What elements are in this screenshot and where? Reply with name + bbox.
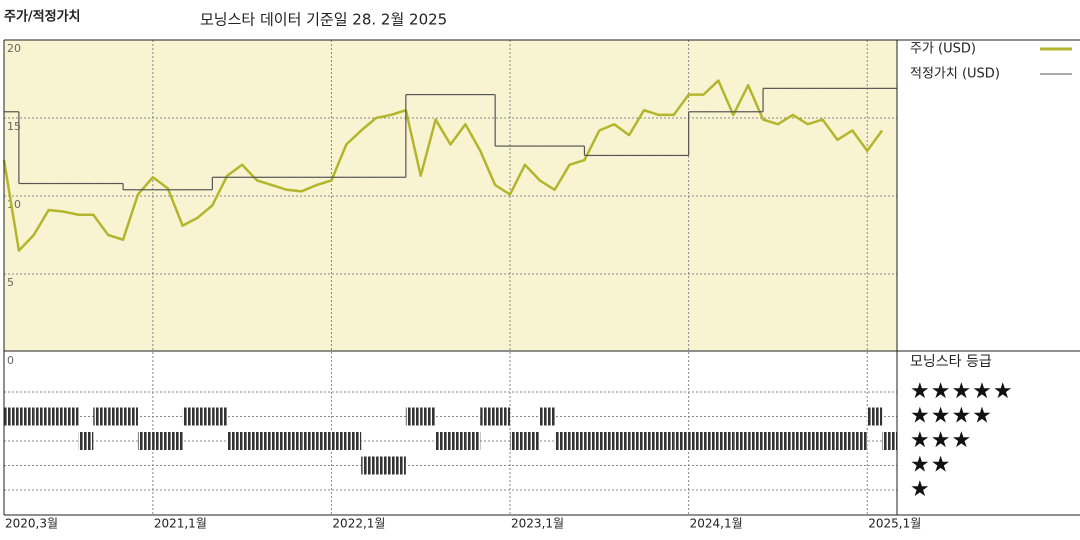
rating-bar xyxy=(4,407,19,426)
rating-bar xyxy=(33,407,49,426)
x-tick-label: 2023,1월 xyxy=(511,517,564,531)
rating-bar xyxy=(123,407,138,426)
rating-bar xyxy=(346,432,362,450)
rating-bar xyxy=(257,432,272,450)
rating-bar xyxy=(93,407,109,426)
rating-bar xyxy=(167,432,183,450)
rating-bar xyxy=(777,432,793,450)
chart-subtitle: 모닝스타 데이터 기준일 28. 2월 2025 xyxy=(200,11,447,29)
rating-label: ★★★ xyxy=(910,428,972,453)
rating-label: ★ xyxy=(910,477,931,502)
rating-bar xyxy=(539,407,555,426)
rating-bar xyxy=(301,432,317,450)
rating-bar xyxy=(271,432,287,450)
rating-bar xyxy=(212,407,228,426)
y-tick-label: 10 xyxy=(7,198,21,211)
rating-bar xyxy=(435,432,451,450)
rating-bar xyxy=(405,407,421,426)
rating-label: ★★ xyxy=(910,453,951,478)
rating-bar xyxy=(524,432,540,450)
rating-bar xyxy=(792,432,808,450)
rating-bar xyxy=(63,407,79,426)
rating-bar xyxy=(18,407,34,426)
rating-bar xyxy=(643,432,659,450)
rating-bar xyxy=(554,432,570,450)
rating-bar xyxy=(465,432,481,450)
x-tick-label: 2025,1월 xyxy=(868,517,921,531)
x-tick-label: 2022,1월 xyxy=(332,517,385,531)
rating-bar xyxy=(673,432,689,450)
rating-bar xyxy=(78,432,94,450)
x-tick-label: 2024,1월 xyxy=(690,517,743,531)
rating-bar xyxy=(331,432,347,450)
rating-bar xyxy=(450,432,466,450)
rating-bar xyxy=(807,432,823,450)
y-tick-label: 5 xyxy=(7,276,14,289)
rating-bar xyxy=(658,432,674,450)
rating-bar xyxy=(480,407,496,426)
rating-bar xyxy=(152,432,168,450)
rating-bar xyxy=(763,432,778,450)
rating-bar xyxy=(227,432,243,450)
rating-bar xyxy=(495,407,511,426)
rating-bar xyxy=(748,432,764,450)
rating-bar xyxy=(837,432,853,450)
rating-bar xyxy=(361,456,377,475)
rating-bar xyxy=(316,432,332,450)
legend-label: 주가 (USD) xyxy=(910,42,976,57)
price-line xyxy=(2,79,884,252)
rating-bar xyxy=(703,432,719,450)
rating-bar xyxy=(718,432,734,450)
rating-bar xyxy=(197,407,213,426)
rating-label: ★★★★ xyxy=(910,404,993,429)
y-tick-label: 0 xyxy=(7,354,14,367)
y-tick-label: 15 xyxy=(7,120,21,133)
rating-bar xyxy=(614,432,630,450)
panel-title: 모닝스타 등급 xyxy=(910,354,992,370)
rating-bar xyxy=(584,432,600,450)
rating-bar xyxy=(48,407,64,426)
rating-bar xyxy=(420,407,436,426)
rating-bar xyxy=(733,432,749,450)
x-tick-label: 2020,3월 xyxy=(5,517,58,531)
rating-bar xyxy=(629,432,644,450)
rating-bar xyxy=(108,407,124,426)
legend-label: 적정가치 (USD) xyxy=(910,67,1000,82)
y-tick-label: 20 xyxy=(7,42,21,55)
rating-bar xyxy=(822,432,838,450)
rating-bar xyxy=(376,456,391,475)
rating-bar xyxy=(286,432,302,450)
rating-bar xyxy=(867,407,883,426)
rating-bar xyxy=(599,432,615,450)
rating-bar xyxy=(390,456,406,475)
rating-bar xyxy=(242,432,258,450)
rating-bar xyxy=(688,432,704,450)
rating-bar xyxy=(569,432,585,450)
rating-bar xyxy=(182,407,198,426)
rating-bar xyxy=(510,432,525,450)
rating-bar xyxy=(882,432,897,450)
chart-title: 주가/적정가치 xyxy=(4,9,81,25)
rating-bar xyxy=(137,432,153,450)
x-tick-label: 2021,1월 xyxy=(154,517,207,531)
rating-label: ★★★★★ xyxy=(910,379,1014,404)
rating-bar xyxy=(852,432,868,450)
